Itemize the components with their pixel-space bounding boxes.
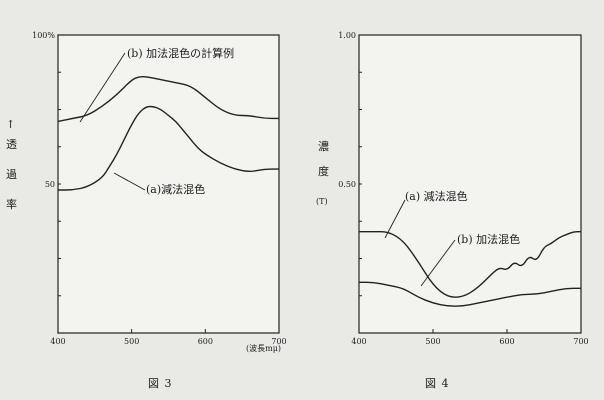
fig3-y-arrow-icon: ↑: [6, 118, 15, 131]
fig4-series-line-first: [359, 231, 581, 298]
fig4-series-group: [359, 231, 581, 307]
fig3-y-axis-label-char: 透: [6, 138, 17, 151]
fig3-legend-label-b: (b) 加法混色の計算例: [127, 46, 234, 60]
fig4-y-unit-label: (T): [316, 197, 328, 206]
fig4-y-axis-label-char: 度: [318, 164, 329, 178]
fig4-x-tick-label: 600: [499, 337, 514, 346]
fig3-x-tick-label: 500: [124, 337, 139, 346]
fig4-y-axis-label: 濃 度: [318, 139, 329, 178]
fig4-x-tick-label: 400: [351, 337, 366, 346]
fig3-y-axis-label-char: 過: [6, 168, 17, 181]
fig3-leader-a: [113, 172, 146, 191]
fig3-plot-frame: [57, 34, 280, 334]
fig3-y-tick-label: 50: [45, 180, 55, 189]
fig3-x-tick-label: 700: [271, 337, 286, 346]
fig4-legend-label-b: (b) 加法混色: [457, 232, 520, 246]
fig3-y-tick-label: 100%: [32, 31, 55, 40]
fig4-caption: 図 4: [425, 377, 450, 390]
fig4-x-tick-label: 500: [425, 337, 440, 346]
fig3-series-line-second: [57, 105, 279, 191]
fig4-series-line-second: [359, 281, 581, 307]
fig4-x-tick-label: 700: [573, 337, 588, 346]
fig3-x-tick-label: 600: [198, 337, 213, 346]
fig3-caption: 図 3: [148, 377, 173, 390]
fig3-y-axis-label-char: 率: [6, 197, 17, 211]
figure-4: 400 500 600 700 1.00 0.50 濃 度 (T) (a) 減法混色 (…: [316, 31, 589, 390]
fig3-leader-b: [79, 52, 126, 123]
fig3-x-tick-label: 400: [50, 337, 65, 346]
fig3-y-axis-label: 透 過 率: [6, 138, 17, 211]
fig3-legend-label-a: (a)減法混色: [146, 182, 205, 196]
fig4-leader-b: [420, 239, 456, 287]
fig4-leader-a: [384, 199, 406, 239]
fig3-x-ticks: 400 500 600 700: [50, 329, 287, 346]
fig3-series-group: [57, 75, 279, 191]
fig3-x-unit-label: (波長mμ): [246, 343, 281, 353]
fig4-x-ticks: 400 500 600 700: [351, 329, 589, 346]
fig3-y-ticks: 100% 50: [32, 31, 61, 297]
fig4-legend-label-a: (a) 減法混色: [405, 189, 468, 203]
figure-3: 400 500 600 700 100% 50 (波長mμ) ↑ 透 過 率 (b) 加…: [6, 31, 287, 390]
fig4-y-ticks: 1.00 0.50: [338, 31, 362, 297]
fig3-series-line-first: [57, 75, 279, 123]
fig4-plot-frame: [358, 34, 582, 334]
fig4-y-tick-label: 1.00: [338, 31, 356, 40]
fig4-y-tick-label: 0.50: [338, 180, 356, 189]
fig4-y-axis-label-char: 濃: [318, 139, 329, 153]
